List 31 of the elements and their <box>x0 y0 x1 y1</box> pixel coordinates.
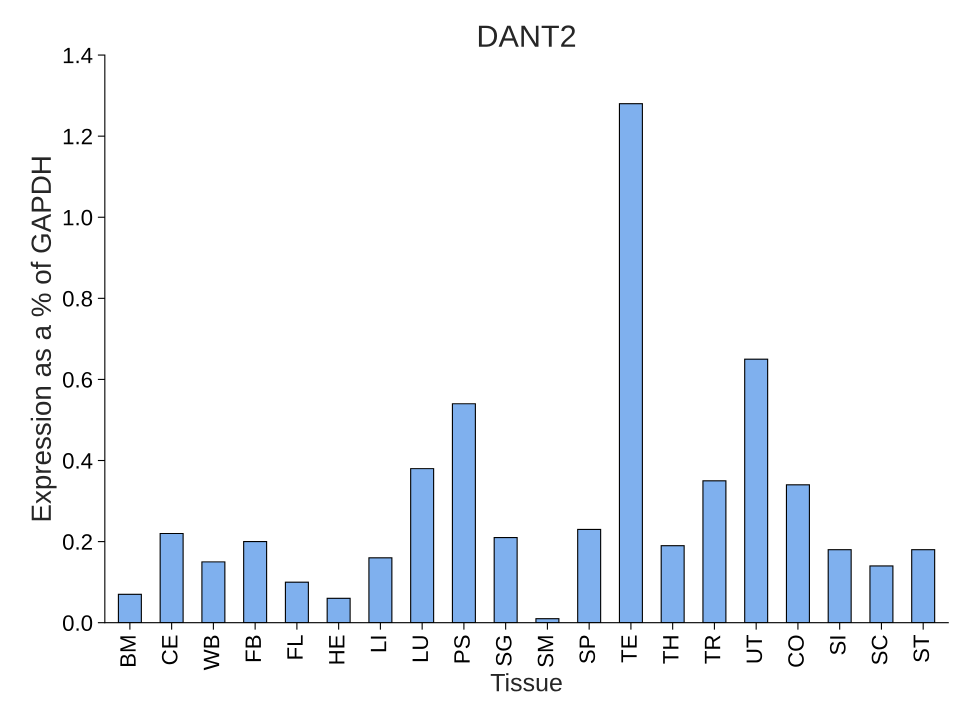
y-tick-label: 0.8 <box>63 290 92 307</box>
x-tick-label: CE <box>162 635 178 664</box>
x-tick-label: ST <box>913 635 930 662</box>
x-tick-label: FL <box>287 635 303 659</box>
x-tick-label: LU <box>412 636 428 662</box>
y-tick-label: 1.4 <box>64 48 92 64</box>
x-tick-label: HE <box>329 635 344 664</box>
y-tick-label: 0.4 <box>63 453 92 469</box>
y-tick-label: 0.6 <box>63 372 92 388</box>
x-tick-label: LI <box>370 636 386 652</box>
x-tick-label: PS <box>454 636 470 662</box>
x-tick-label: FB <box>246 636 261 662</box>
x-tick-label: SI <box>830 636 846 654</box>
x-tick-label: SP <box>579 636 596 664</box>
x-tick-label: SG <box>496 636 512 666</box>
x-tick-label: TE <box>621 635 637 662</box>
y-tick-label: 1.0 <box>64 210 92 226</box>
x-axis-title: Tissue <box>490 673 562 692</box>
y-tick-label: 0.2 <box>63 534 92 550</box>
x-tick-label: TH <box>663 636 678 664</box>
y-tick-label: 0.0 <box>63 615 92 631</box>
x-tick-label: SM <box>538 636 554 667</box>
y-axis-title: Expression as a % of GAPDH <box>30 157 57 520</box>
x-tick-label: CO <box>788 636 804 667</box>
x-tick-label: TR <box>704 636 720 664</box>
y-tick-label: 1.2 <box>64 128 92 144</box>
x-tick-label: UT <box>746 635 762 662</box>
x-tick-label: BM <box>120 636 136 666</box>
chart-title: DANT2 <box>478 25 576 47</box>
x-tick-label: WB <box>204 636 220 670</box>
x-tick-label: SC <box>872 635 888 664</box>
